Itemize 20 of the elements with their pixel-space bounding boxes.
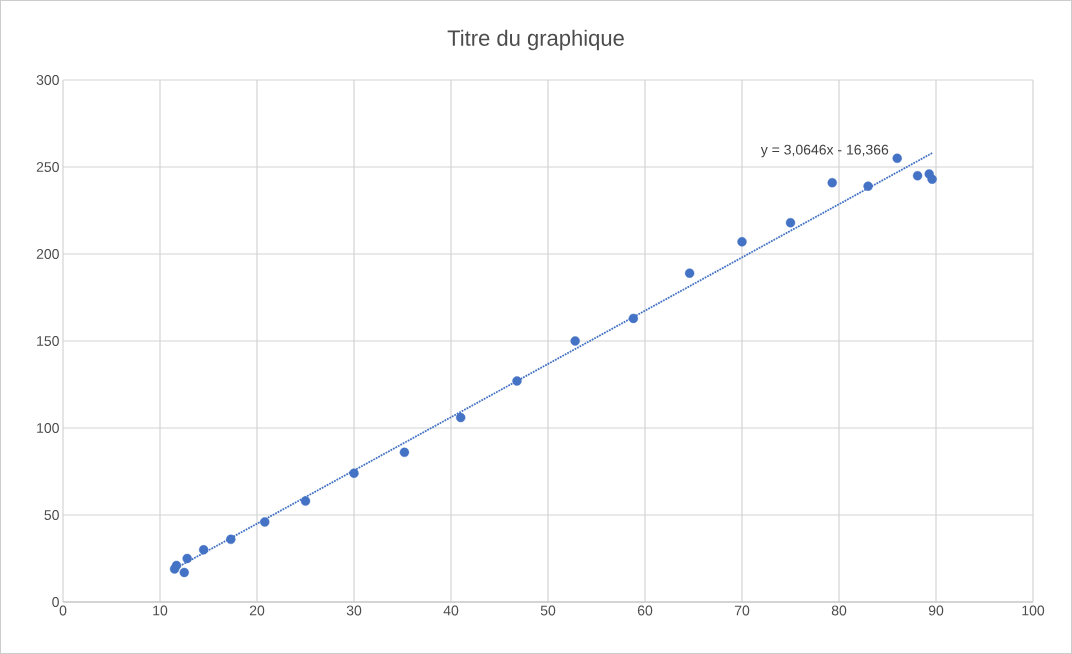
y-tick-label: 250	[36, 162, 59, 172]
x-tick-label: 100	[1022, 605, 1045, 616]
x-tick-label: 30	[346, 605, 362, 616]
x-tick-label: 90	[928, 605, 944, 616]
y-tick-label: 150	[37, 336, 59, 346]
chart-title: Titre du graphique	[447, 29, 624, 51]
x-tick-label: 50	[540, 605, 556, 616]
x-tick-label: 70	[734, 605, 750, 616]
x-tick-label: 60	[637, 605, 653, 616]
x-tick-label: 40	[443, 605, 459, 616]
x-tick-label: 10	[153, 605, 168, 616]
y-tick-label: 50	[44, 510, 59, 520]
y-tick-label: 100	[37, 423, 59, 433]
y-tick-label: 300	[36, 75, 59, 85]
x-tick-label: 80	[831, 605, 847, 616]
x-tick-label: 0	[59, 605, 67, 616]
x-tick-label: 20	[249, 605, 265, 616]
annotation: y = 3,0646x - 16,366	[760, 144, 889, 158]
y-tick-label: 0	[52, 597, 59, 607]
y-tick-label: 200	[36, 249, 59, 259]
